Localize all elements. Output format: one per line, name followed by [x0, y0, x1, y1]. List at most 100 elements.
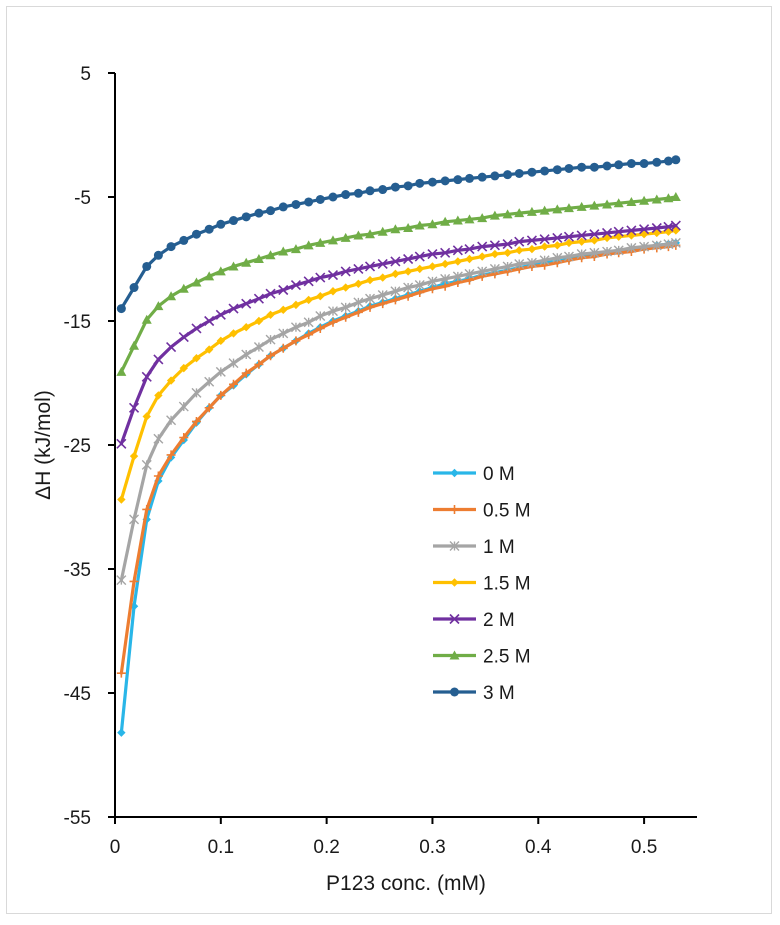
data-point	[241, 257, 252, 267]
data-point	[142, 412, 151, 421]
legend-label: 1 M	[483, 537, 515, 558]
data-point	[117, 495, 126, 504]
data-point	[671, 155, 681, 165]
data-point	[266, 206, 276, 216]
data-point	[365, 293, 376, 304]
data-point	[577, 237, 586, 246]
data-point	[327, 235, 338, 245]
data-point	[576, 249, 587, 260]
data-point	[489, 263, 500, 274]
legend-marker	[450, 687, 459, 697]
data-point	[204, 403, 214, 413]
data-point	[341, 312, 351, 322]
data-point	[215, 366, 226, 377]
data-point	[178, 332, 189, 343]
data-point	[315, 272, 326, 283]
series-line	[119, 223, 678, 446]
data-point	[315, 237, 326, 247]
series-line	[119, 241, 678, 735]
data-point	[241, 212, 251, 222]
data-point	[414, 220, 425, 230]
data-point	[228, 358, 239, 369]
data-point	[552, 252, 563, 263]
series-line	[119, 195, 678, 374]
data-point	[216, 390, 226, 400]
data-point	[403, 223, 414, 232]
data-point	[166, 376, 176, 385]
data-point	[278, 284, 289, 296]
data-point	[328, 317, 338, 327]
data-point	[563, 251, 574, 262]
legend-item-1p5-m: 1.5 M	[433, 574, 531, 595]
data-point	[589, 229, 600, 240]
legend-label: 3 M	[483, 683, 515, 704]
legend-label: 2 M	[483, 610, 515, 631]
data-point	[141, 459, 152, 470]
x-tick-label: 0.2	[313, 837, 339, 858]
data-point	[639, 241, 650, 252]
data-point	[365, 302, 375, 312]
y-tick-label: 5	[80, 64, 91, 85]
data-point	[670, 192, 681, 201]
data-point	[670, 220, 681, 231]
data-point	[279, 305, 288, 315]
data-point	[602, 199, 613, 209]
data-point	[291, 300, 301, 310]
data-point	[341, 190, 351, 200]
data-point	[129, 340, 140, 350]
data-point	[391, 269, 400, 279]
data-point	[315, 311, 326, 322]
data-point	[613, 226, 624, 237]
x-tick-label: 0.3	[419, 837, 445, 858]
data-point	[166, 242, 176, 252]
data-point	[526, 206, 537, 216]
x-tick-label: 0.1	[208, 837, 234, 858]
series-0p5-m	[116, 240, 681, 678]
data-point	[464, 173, 474, 183]
data-point	[228, 303, 239, 314]
data-point	[453, 175, 463, 185]
data-point	[340, 266, 351, 277]
data-point	[129, 576, 139, 586]
data-point	[613, 245, 624, 256]
data-point	[614, 160, 624, 170]
data-point	[192, 354, 201, 363]
legend-label: 1.5 M	[483, 574, 531, 595]
data-point	[378, 273, 387, 282]
data-point	[204, 376, 215, 387]
data-point	[153, 433, 164, 444]
data-point	[191, 229, 201, 239]
legend-marker	[449, 650, 460, 660]
data-point	[477, 252, 487, 261]
series-1-m	[116, 237, 681, 586]
data-point	[671, 226, 681, 235]
data-point	[589, 162, 599, 172]
data-point	[315, 323, 325, 333]
data-point	[204, 315, 215, 327]
legend-item-3-m: 3 M	[433, 683, 515, 704]
data-point	[477, 213, 488, 223]
data-point	[440, 176, 450, 186]
data-point	[590, 236, 599, 245]
data-point	[353, 263, 364, 274]
data-point	[304, 197, 314, 207]
data-point	[303, 276, 314, 287]
legend-item-1-m: 1 M	[433, 537, 515, 558]
data-point	[427, 219, 438, 229]
x-axis-title: P123 conc. (mM)	[326, 872, 486, 895]
data-point	[589, 247, 600, 258]
data-point	[291, 199, 301, 209]
data-point	[278, 328, 289, 339]
legend-marker	[450, 505, 459, 514]
data-point	[328, 287, 338, 296]
data-point	[229, 216, 239, 226]
data-point	[540, 166, 550, 176]
data-point	[191, 387, 202, 398]
data-point	[378, 185, 388, 195]
data-point	[576, 201, 587, 211]
data-point	[278, 246, 289, 256]
data-point	[502, 261, 513, 272]
data-point	[563, 231, 575, 242]
data-point	[477, 241, 488, 252]
data-point	[464, 244, 475, 255]
